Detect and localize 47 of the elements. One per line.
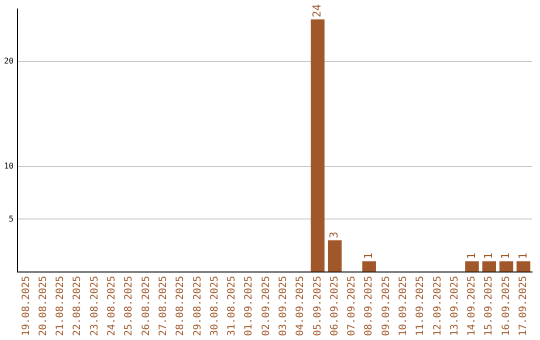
x-tick-label: 16.09.2025 (500, 276, 512, 336)
x-tick-label: 21.08.2025 (55, 276, 66, 336)
x-tick-label: 03.09.2025 (278, 276, 289, 336)
x-tick-label: 28.08.2025 (175, 276, 186, 336)
data-label: 3 (328, 232, 341, 238)
x-tick-label: 20.08.2025 (38, 276, 49, 336)
data-label: 1 (499, 252, 512, 260)
x-tick-label: 31.08.2025 (226, 276, 238, 336)
data-label: 1 (482, 252, 495, 260)
bar (362, 261, 376, 272)
x-tick-label: 17.09.2025 (518, 276, 530, 336)
y-tick-label: 5 (8, 214, 14, 224)
bar (328, 240, 342, 272)
x-tick-label: 23.08.2025 (89, 276, 100, 336)
x-tick-label: 04.09.2025 (295, 276, 306, 336)
x-tick-label: 26.08.2025 (140, 276, 152, 336)
x-tick-label: 08.09.2025 (364, 276, 375, 336)
data-label: 24 (310, 4, 324, 18)
x-tick-label: 11.09.2025 (415, 276, 426, 336)
x-tick-label: 25.08.2025 (124, 276, 135, 336)
data-label: 1 (464, 252, 478, 260)
bar (482, 261, 496, 272)
x-tick-label: 27.08.2025 (158, 276, 169, 336)
x-tick-label: 24.08.2025 (106, 276, 118, 336)
x-tick-label: 12.09.2025 (432, 276, 444, 336)
y-tick-label: 10 (4, 162, 14, 171)
x-tick-label: 02.09.2025 (260, 276, 272, 336)
x-tick-label: 29.08.2025 (192, 276, 204, 336)
x-tick-label: 05.09.2025 (312, 276, 324, 336)
x-tick-label: 22.08.2025 (72, 276, 84, 336)
x-tick-label: 14.09.2025 (466, 276, 478, 336)
bar (516, 261, 530, 272)
data-label: 1 (362, 252, 375, 260)
x-tick-label: 13.09.2025 (449, 276, 460, 336)
x-tick-label: 07.09.2025 (346, 276, 358, 336)
x-tick-label: 01.09.2025 (244, 276, 255, 336)
x-tick-label: 15.09.2025 (484, 276, 495, 336)
y-tick-label: 20 (4, 56, 14, 66)
x-tick-label: 06.09.2025 (329, 276, 340, 336)
x-tick-label: 10.09.2025 (398, 276, 409, 336)
x-tick-label: 30.08.2025 (209, 276, 220, 336)
x-tick-label: 19.08.2025 (20, 276, 32, 336)
bar (465, 261, 479, 272)
x-tick-label: 09.09.2025 (380, 276, 392, 336)
data-label: 1 (516, 252, 530, 260)
bar (310, 19, 325, 272)
bar (499, 261, 514, 272)
